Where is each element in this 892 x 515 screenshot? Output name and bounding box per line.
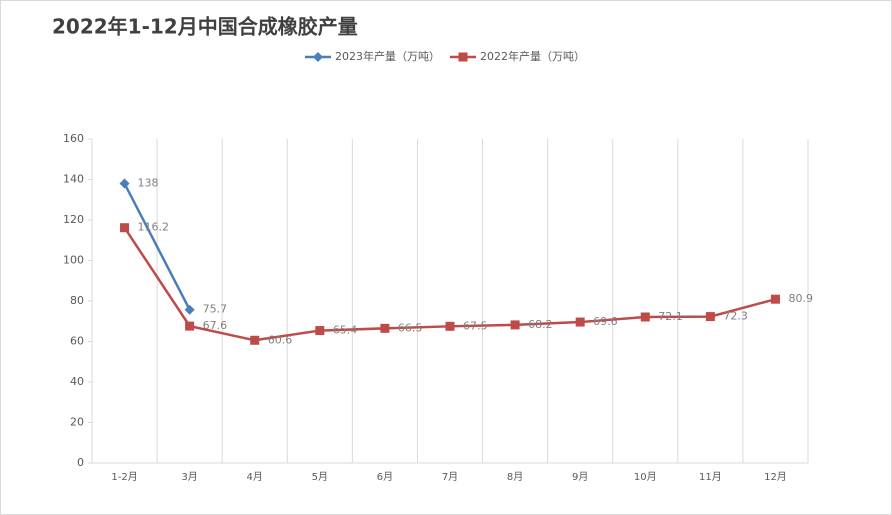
y-tick-label: 80: [70, 294, 84, 307]
x-tick-label: 6月: [377, 471, 393, 483]
series-line: [123, 182, 191, 311]
x-tick-label: 3月: [181, 471, 197, 483]
y-tick-label: 120: [63, 213, 84, 226]
y-tick-label: 60: [70, 335, 84, 348]
legend-label: 2022年产量（万吨）: [480, 49, 585, 63]
data-label: 66.5: [398, 321, 423, 334]
data-label: 60.6: [268, 333, 293, 346]
x-tick-label: 4月: [247, 471, 263, 483]
y-tick-label: 20: [70, 416, 84, 429]
x-tick-label: 12月: [764, 471, 787, 483]
point: [640, 312, 650, 322]
point: [380, 323, 390, 333]
x-tick-label: 11月: [699, 471, 722, 483]
x-tick-label: 5月: [312, 471, 328, 483]
x-tick-label: 10月: [634, 471, 657, 483]
y-tick-label: 140: [63, 173, 84, 186]
data-label: 72.3: [723, 310, 748, 323]
point: [119, 178, 130, 189]
point: [120, 223, 130, 233]
data-label: 69.6: [593, 315, 618, 328]
y-tick-label: 40: [70, 375, 84, 388]
data-label: 138: [138, 177, 159, 190]
point: [770, 294, 780, 304]
data-label: 67.6: [203, 319, 228, 332]
legend-marker: [313, 52, 323, 62]
point: [575, 317, 585, 327]
point: [250, 335, 260, 345]
data-label: 75.7: [203, 303, 228, 316]
data-label: 65.4: [333, 324, 358, 337]
point: [315, 326, 325, 336]
y-tick-label: 0: [77, 456, 84, 469]
data-label: 68.2: [528, 318, 553, 331]
data-label: 67.5: [463, 319, 488, 332]
point: [445, 321, 455, 331]
point: [510, 320, 520, 330]
x-tick-label: 9月: [572, 471, 588, 483]
data-label: 116.2: [138, 221, 170, 234]
point: [705, 312, 715, 322]
point: [184, 304, 195, 315]
x-tick-label: 8月: [507, 471, 523, 483]
chart-title: 2022年1-12月中国合成橡胶产量: [52, 15, 358, 39]
legend-label: 2023年产量（万吨）: [335, 49, 440, 63]
x-tick-label: 7月: [442, 471, 458, 483]
x-tick-label: 1-2月: [111, 471, 137, 483]
point: [185, 321, 195, 331]
y-tick-label: 100: [63, 254, 84, 267]
data-label: 72.1: [658, 310, 683, 323]
y-tick-label: 160: [63, 132, 84, 145]
data-label: 80.9: [788, 292, 813, 305]
legend-marker: [458, 52, 468, 62]
